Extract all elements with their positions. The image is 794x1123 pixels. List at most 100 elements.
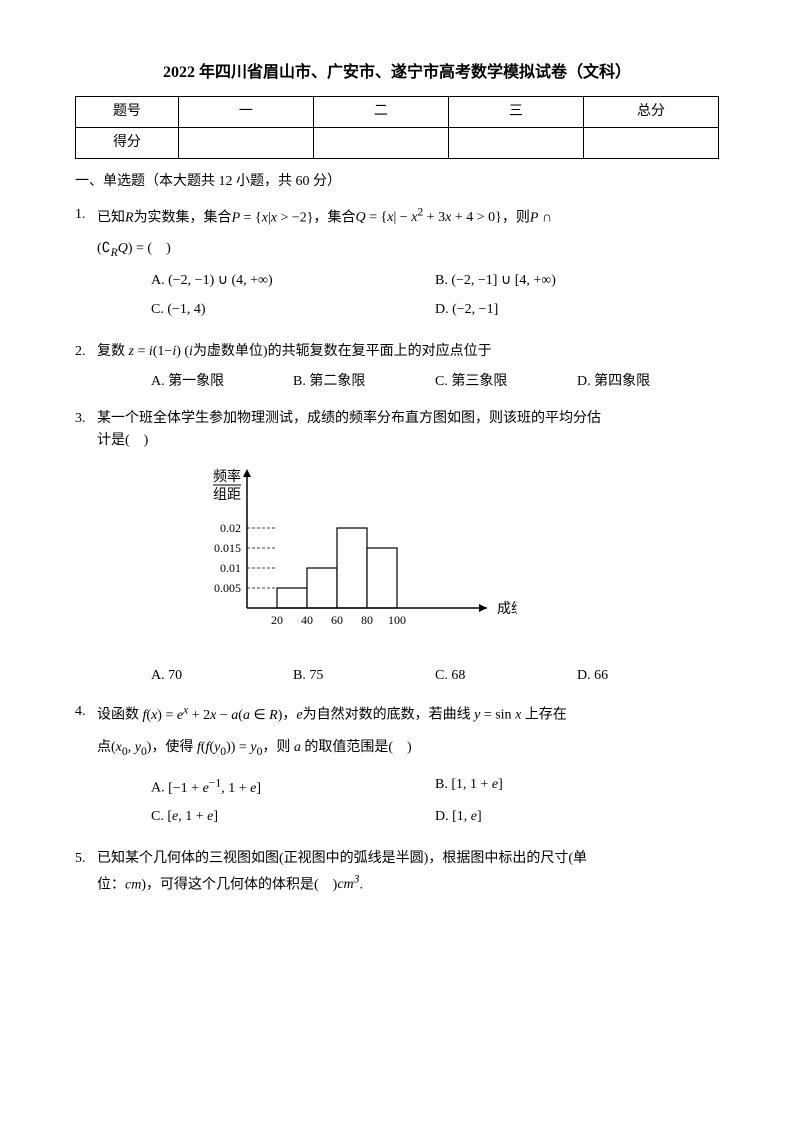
th-col3: 三	[448, 96, 583, 127]
q2-t1: 复数	[97, 344, 125, 359]
q5-num: 5.	[75, 848, 97, 870]
q1-num: 1.	[75, 204, 97, 226]
blank-cell	[313, 127, 448, 158]
th-col2: 二	[313, 96, 448, 127]
q1-t4: ，则	[502, 210, 530, 225]
q4c-pre: C.	[151, 809, 167, 824]
q3-text-l1: 某一个班全体学生参加物理测试，成绩的频率分布直方图如图，则该班的平均分估	[97, 408, 719, 430]
q2-opt-a: A. 第一象限	[151, 371, 293, 393]
q2-opt-b: B. 第二象限	[293, 371, 435, 393]
q1-opt-a: A. (−2, −1) ∪ (4, +∞)	[151, 270, 435, 292]
q1-opt-b: B. (−2, −1] ∪ [4, +∞)	[435, 270, 719, 292]
q4d-pre: D.	[435, 809, 452, 824]
th-total: 总分	[583, 96, 718, 127]
q3-options: A. 70 B. 75 C. 68 D. 66	[97, 665, 719, 687]
q4-t3: 为自然对数的底数，若曲线	[303, 708, 471, 723]
q4-line2: 点(x0, y0)，使得 f(f(y0)) = y0，则 a 的取值范围是( )	[97, 737, 719, 761]
q1-crq: ∁RQ	[102, 241, 128, 256]
q5-text-l2: 位：cm)，可得这个几何体的体积是( )cm3.	[97, 871, 719, 897]
blank-cell	[448, 127, 583, 158]
q1-l2b: ) = ( )	[128, 241, 171, 256]
svg-text:0.015: 0.015	[214, 541, 241, 555]
q2-opt-c: C. 第三象限	[435, 371, 577, 393]
q4-t2: ，	[282, 708, 296, 723]
svg-text:0.005: 0.005	[214, 581, 241, 595]
section-header: 一、单选题（本大题共 12 小题，共 60 分）	[75, 171, 719, 193]
q4-a: a	[290, 740, 304, 755]
q4-pt: (x0, y0)	[111, 740, 151, 755]
q1-set-q: Q = {x| − x2 + 3x + 4 > 0}	[356, 210, 502, 225]
q2-opt-d: D. 第四象限	[577, 371, 719, 393]
question-4: 4. 设函数 f(x) = ex + 2x − a(a ∈ R)，e为自然对数的…	[75, 701, 719, 834]
blank-cell	[583, 127, 718, 158]
q1-opt-c: C. (−1, 4)	[151, 299, 435, 321]
q1-opt-d: D. (−2, −1]	[435, 299, 719, 321]
q1-line2: (∁RQ) = ( )	[97, 238, 719, 262]
svg-text:组距: 组距	[213, 487, 241, 503]
blank-cell	[178, 127, 313, 158]
svg-text:40: 40	[301, 613, 313, 627]
q5-cm3: cm3	[337, 877, 359, 892]
q3-opt-a: A. 70	[151, 665, 293, 687]
histogram-svg: 频率组距0.0050.010.0150.0220406080100成绩/分	[187, 463, 517, 643]
q4-opt-c: C. [e, 1 + e]	[151, 806, 435, 828]
q3-num: 3.	[75, 408, 97, 430]
q4-num: 4.	[75, 701, 97, 723]
q4-l2d: 的取值范围是( )	[304, 740, 411, 755]
q4-text: 设函数 f(x) = ex + 2x − a(a ∈ R)，e为自然对数的底数，…	[97, 701, 719, 727]
q4-opt-d: D. [1, e]	[435, 806, 719, 828]
q2-options: A. 第一象限 B. 第二象限 C. 第三象限 D. 第四象限	[97, 371, 719, 393]
q3-opt-c: C. 68	[435, 665, 577, 687]
q1-R: R	[125, 210, 134, 225]
row2-label: 得分	[76, 127, 179, 158]
q2-text: 复数 z = i(1−i) (i为虚数单位)的共轭复数在复平面上的对应点位于	[97, 341, 719, 363]
q3-opt-b: B. 75	[293, 665, 435, 687]
q3-opt-d: D. 66	[577, 665, 719, 687]
svg-text:80: 80	[361, 613, 373, 627]
q4a-math: [−1 + e−1, 1 + e]	[168, 781, 261, 796]
q4d-math: [1, e]	[452, 809, 482, 824]
q5-l2c: .	[359, 877, 363, 892]
q1-l2a: (	[97, 241, 102, 256]
q5-l2a: 位：	[97, 877, 125, 892]
svg-text:60: 60	[331, 613, 343, 627]
q1-t3: ，集合	[314, 210, 356, 225]
q4c-math: [e, 1 + e]	[167, 809, 218, 824]
q5-l2b: )，可得这个几何体的体积是( )	[141, 877, 337, 892]
q4-l2c: ，则	[262, 740, 290, 755]
table-row: 得分	[76, 127, 719, 158]
q4-opt-b: B. [1, 1 + e]	[435, 774, 719, 800]
q3-text-l2: 计是( )	[97, 430, 719, 452]
th-col1: 一	[178, 96, 313, 127]
q1-options: A. (−2, −1) ∪ (4, +∞) B. (−2, −1] ∪ [4, …	[97, 270, 719, 327]
q4-options: A. [−1 + e−1, 1 + e] B. [1, 1 + e] C. [e…	[97, 774, 719, 834]
q4-l2b: ，使得	[151, 740, 193, 755]
question-1: 1. 已知R为实数集，集合P = {x|x > −2}，集合Q = {x| − …	[75, 204, 719, 327]
q4b-math: [1, 1 + e]	[451, 777, 502, 792]
svg-text:成绩/分: 成绩/分	[497, 601, 517, 617]
score-table: 题号 一 二 三 总分 得分	[75, 96, 719, 160]
q4-t4: 上存在	[525, 708, 567, 723]
q1-pcap: P ∩	[530, 210, 552, 225]
q2-t3: 为虚数单位)的共轭复数在复平面上的对应点位于	[193, 344, 492, 359]
q4-t1: 设函数	[97, 708, 139, 723]
q1-text: 已知R为实数集，集合P = {x|x > −2}，集合Q = {x| − x2 …	[97, 204, 719, 230]
histogram-chart: 频率组距0.0050.010.0150.0220406080100成绩/分	[97, 463, 719, 651]
th-label: 题号	[76, 96, 179, 127]
q5-text-l1: 已知某个几何体的三视图如图(正视图中的弧线是半圆)，根据图中标出的尺寸(单	[97, 848, 719, 870]
q5-cm: cm	[125, 877, 141, 892]
q4b-pre: B.	[435, 777, 451, 792]
q4-ffy: f(f(y0)) = y0	[193, 740, 262, 755]
q4-expr1: f(x) = ex + 2x − a(a ∈ R)	[139, 708, 282, 723]
svg-text:频率: 频率	[213, 468, 241, 485]
svg-text:100: 100	[388, 613, 406, 627]
svg-text:20: 20	[271, 613, 283, 627]
q1-t2: 为实数集，集合	[134, 210, 232, 225]
q2-num: 2.	[75, 341, 97, 363]
svg-text:0.01: 0.01	[220, 561, 241, 575]
question-2: 2. 复数 z = i(1−i) (i为虚数单位)的共轭复数在复平面上的对应点位…	[75, 341, 719, 394]
table-row: 题号 一 二 三 总分	[76, 96, 719, 127]
q1-t1: 已知	[97, 210, 125, 225]
page-title: 2022 年四川省眉山市、广安市、遂宁市高考数学模拟试卷（文科）	[75, 60, 719, 86]
q4-l2a: 点	[97, 740, 111, 755]
